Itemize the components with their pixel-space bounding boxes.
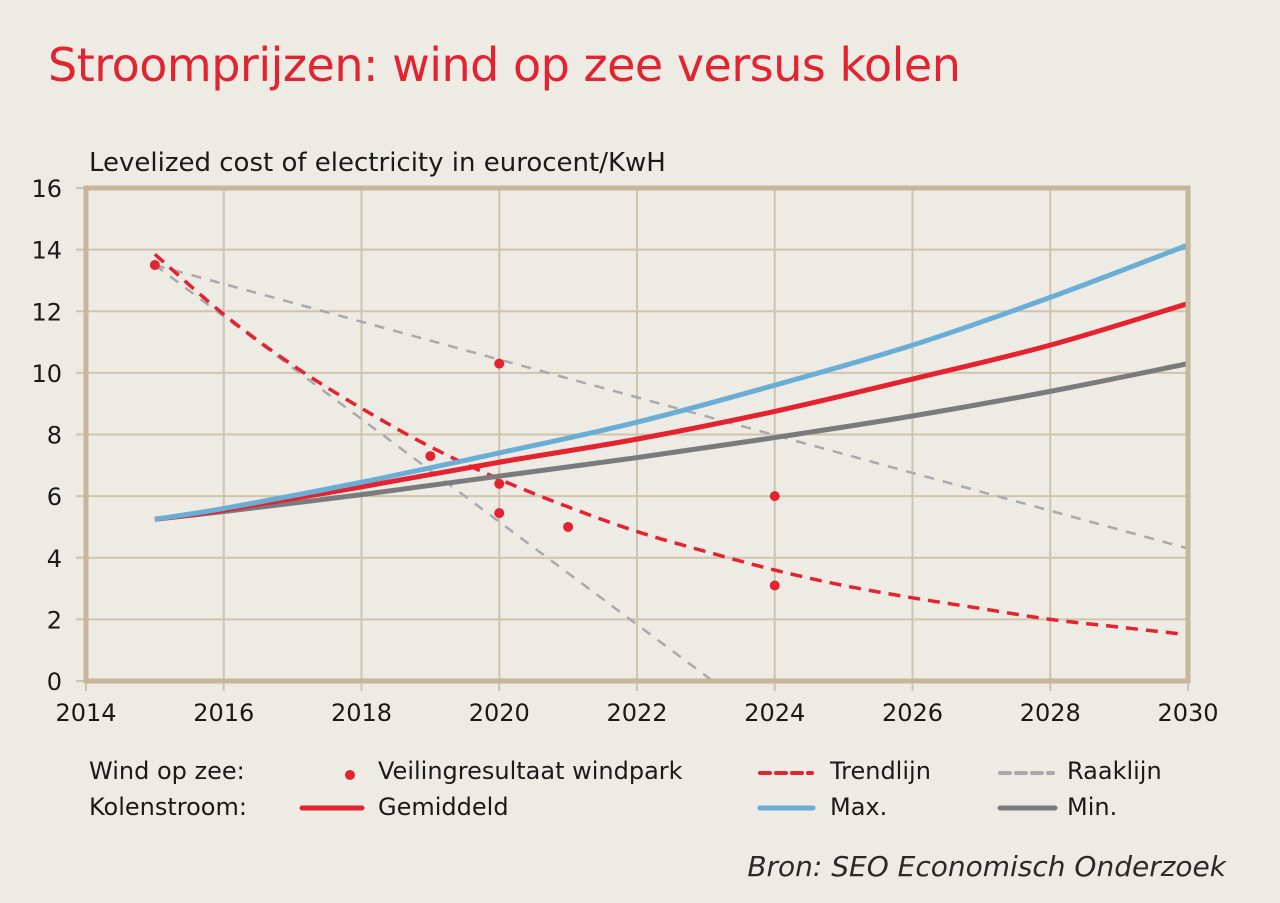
y-tick-label: 2 bbox=[47, 606, 62, 634]
x-tick-label: 2028 bbox=[1020, 699, 1081, 727]
legend-item-max: Max. bbox=[830, 793, 888, 821]
series-line-trendlijn bbox=[153, 252, 1189, 637]
data-point bbox=[769, 491, 780, 502]
series-line-raaklijn bbox=[154, 263, 1189, 550]
legend-marks bbox=[299, 770, 1058, 811]
data-point bbox=[494, 508, 505, 519]
series-line-min bbox=[154, 361, 1189, 522]
plot-frame bbox=[83, 185, 1191, 684]
plot-border bbox=[83, 185, 1191, 684]
x-tick-label: 2024 bbox=[744, 699, 805, 727]
series-line-gemiddeld bbox=[154, 301, 1189, 522]
chart-title: Stroomprijzen: wind op zee versus kolen bbox=[48, 38, 961, 92]
points-group bbox=[149, 260, 780, 591]
grid bbox=[76, 187, 1189, 691]
y-tick-label: 10 bbox=[31, 360, 62, 388]
y-tick-label: 6 bbox=[47, 483, 62, 511]
x-tick-label: 2014 bbox=[55, 699, 116, 727]
data-point bbox=[494, 478, 505, 489]
series-group bbox=[153, 242, 1189, 683]
x-tick-label: 2022 bbox=[606, 699, 667, 727]
y-tick-label: 8 bbox=[47, 422, 62, 450]
legend-dot-icon bbox=[345, 770, 355, 780]
data-point bbox=[769, 580, 780, 591]
x-tick-label: 2020 bbox=[469, 699, 530, 727]
data-point bbox=[425, 451, 436, 462]
legend-item-min: Min. bbox=[1067, 793, 1118, 821]
y-tick-label: 14 bbox=[31, 237, 62, 265]
x-tick-label: 2016 bbox=[193, 699, 254, 727]
source-note: Bron: SEO Economisch Onderzoek bbox=[747, 850, 1226, 883]
series-line-max bbox=[154, 242, 1189, 522]
legend-item-gemiddeld: Gemiddeld bbox=[378, 793, 509, 821]
y-tick-label: 4 bbox=[47, 545, 62, 573]
x-tick-label: 2030 bbox=[1157, 699, 1218, 727]
y-tick-label: 12 bbox=[31, 298, 62, 326]
y-tick-label: 16 bbox=[31, 175, 62, 203]
data-point bbox=[494, 358, 505, 369]
legend-item-raaklijn: Raaklijn bbox=[1067, 757, 1162, 785]
legend-row-kolen-label: Kolenstroom: bbox=[89, 793, 247, 821]
legend-row-wind-label: Wind op zee: bbox=[89, 757, 245, 785]
y-axis-label: Levelized cost of electricity in eurocen… bbox=[89, 148, 666, 178]
data-point bbox=[563, 521, 574, 532]
x-tick-label: 2026 bbox=[882, 699, 943, 727]
x-tick-label: 2018 bbox=[331, 699, 392, 727]
y-tick-label: 0 bbox=[47, 668, 62, 696]
x-axis-ticks: 2014 2016 2018 2020 2022 2024 2026 2028 2030 bbox=[55, 699, 1218, 727]
y-axis-ticks: 0 2 4 6 8 10 12 14 16 bbox=[31, 175, 62, 696]
legend-item-veilingresultaat: Veilingresultaat windpark bbox=[378, 757, 683, 785]
legend-item-trendlijn: Trendlijn bbox=[830, 757, 931, 785]
data-point bbox=[149, 260, 160, 271]
